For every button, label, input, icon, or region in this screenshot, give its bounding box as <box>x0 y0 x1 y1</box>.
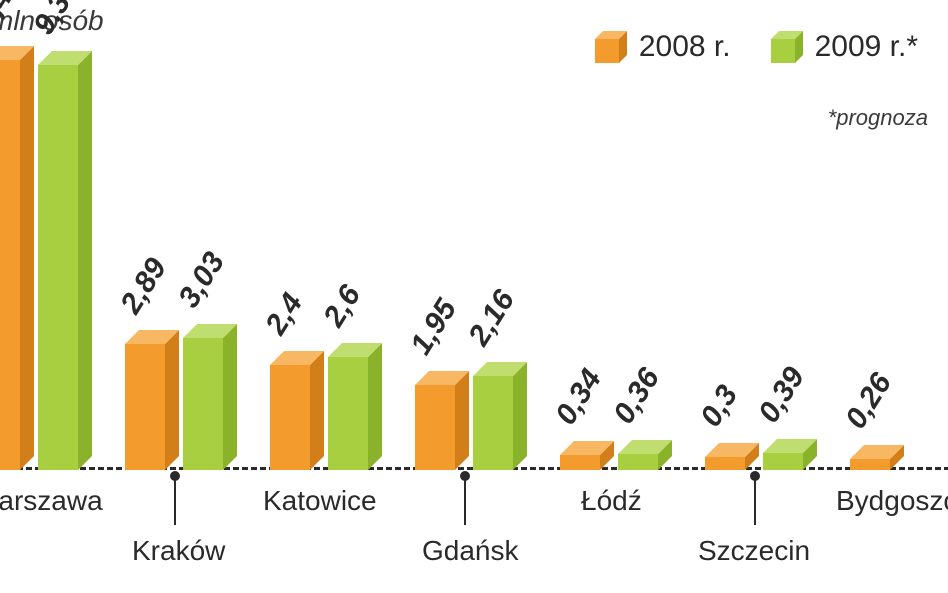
passenger-chart: mln osób 2008 r. 2009 r.* *prognoza 9,44… <box>0 0 948 593</box>
bar-value: 0,26 <box>839 367 899 435</box>
category-label: Kraków <box>132 535 225 567</box>
bar-value: 2,89 <box>114 252 174 320</box>
category-label: Gdańsk <box>422 535 519 567</box>
bar-value: 0,3 <box>694 380 745 433</box>
category-label: Warszawa <box>0 485 103 517</box>
axis-tick <box>754 475 756 525</box>
bar-value: 2,4 <box>259 288 310 341</box>
category-label: Łódź <box>581 485 642 517</box>
bar-value: 3,03 <box>172 246 232 314</box>
x-axis-labels: Warszawa Kraków Katowice Gdańsk Łódź Szczecin… <box>0 475 948 585</box>
bar-value: 0,39 <box>752 361 812 429</box>
category-label: Bydgoszcz <box>836 485 948 517</box>
plot-area: 9,449,32,893,032,42,61,952,160,340,360,3… <box>0 50 948 470</box>
category-label: Katowice <box>263 485 377 517</box>
category-label: Szczecin <box>698 535 810 567</box>
bar-value: 0,36 <box>607 362 667 430</box>
axis-tick <box>464 475 466 525</box>
bar-value: 1,95 <box>404 293 464 361</box>
bar-value: 2,16 <box>462 284 522 352</box>
bar-value: 0,34 <box>549 363 609 431</box>
bar-value: 2,6 <box>317 280 368 333</box>
axis-tick <box>174 475 176 525</box>
